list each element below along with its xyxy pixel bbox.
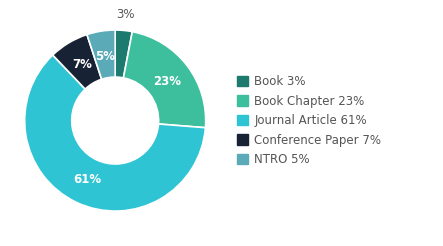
Text: 5%: 5% bbox=[95, 50, 115, 63]
Legend: Book 3%, Book Chapter 23%, Journal Article 61%, Conference Paper 7%, NTRO 5%: Book 3%, Book Chapter 23%, Journal Artic… bbox=[234, 73, 384, 169]
Text: 7%: 7% bbox=[72, 58, 92, 71]
Wedge shape bbox=[53, 34, 101, 89]
Wedge shape bbox=[25, 55, 206, 211]
Wedge shape bbox=[124, 32, 206, 128]
Text: 3%: 3% bbox=[116, 8, 135, 21]
Wedge shape bbox=[115, 30, 132, 78]
Wedge shape bbox=[87, 30, 115, 79]
Text: 61%: 61% bbox=[73, 173, 101, 186]
Text: 23%: 23% bbox=[153, 75, 181, 88]
